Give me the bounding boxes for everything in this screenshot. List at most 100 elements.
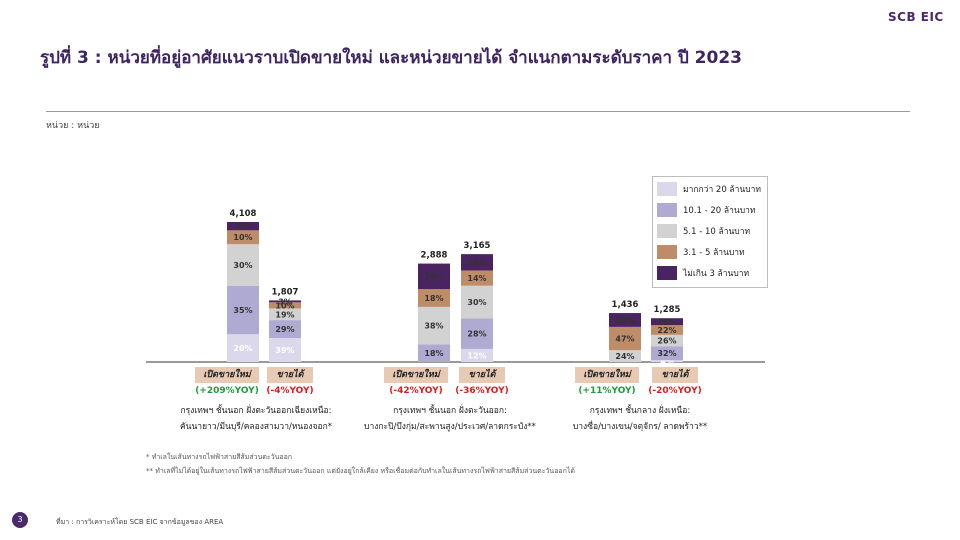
legend-swatch xyxy=(657,182,677,196)
segment-label: 35% xyxy=(233,306,252,315)
bar-segment xyxy=(269,337,301,362)
yoy-label: (-20%YOY) xyxy=(648,386,702,396)
bar-category-tag: เปิดขายใหม่ xyxy=(195,367,259,383)
legend-swatch xyxy=(657,245,677,259)
yoy-label: (+209%YOY) xyxy=(195,386,259,396)
group-label: กรุงเทพฯ ชั้นนอก ฝั่งตะวันออกเฉียงเหนือ:… xyxy=(161,403,351,435)
bar-segment xyxy=(418,306,450,345)
bar-segment xyxy=(651,318,683,326)
bar-segment xyxy=(227,244,259,286)
segment-label: 10% xyxy=(275,301,294,310)
bar-category-tag: เปิดขายใหม่ xyxy=(384,367,448,383)
bar-segment xyxy=(227,230,259,245)
bar-segment xyxy=(651,325,683,335)
group-label-line2: บางกะปิ/บึงกุ่ม/สะพานสูง/ประเวศ/ลาดกระบั… xyxy=(364,422,536,432)
legend-label: มากกว่า 20 ล้านบาท xyxy=(683,185,761,195)
bar-segment xyxy=(609,326,641,351)
segment-label: 29% xyxy=(275,325,294,334)
group-label-line2: บางซื่อ/บางเขน/จตุจักร/ ลาดพร้าว** xyxy=(572,422,708,432)
bar-segment xyxy=(609,313,641,327)
yoy-label: (+11%YOY) xyxy=(578,386,636,396)
bar-total-label: 2,888 xyxy=(421,251,448,261)
segment-label: 3% xyxy=(278,297,292,306)
group-label-line1: กรุงเทพฯ ชั้นนอก ฝั่งตะวันออกเฉียงเหนือ: xyxy=(180,406,332,416)
segment-label: 28% xyxy=(615,316,634,325)
segment-label: 20% xyxy=(233,344,252,353)
segment-label: 24% xyxy=(615,352,634,361)
legend-label: 10.1 - 20 ล้านบาท xyxy=(683,206,756,216)
bar-segment xyxy=(269,302,301,309)
bar-segment xyxy=(227,222,259,231)
bar-segment xyxy=(227,285,259,335)
segment-label: 30% xyxy=(233,261,252,270)
bar-segment xyxy=(651,334,683,347)
bar-segment xyxy=(461,254,493,271)
bar-segment xyxy=(461,348,493,362)
segment-label: 28% xyxy=(467,330,486,339)
segment-label: 18% xyxy=(424,294,443,303)
bar-segment xyxy=(269,300,301,303)
legend-label: 3.1 - 5 ล้านบาท xyxy=(683,248,745,258)
segment-label: 47% xyxy=(615,335,634,344)
bar-segment xyxy=(418,344,450,362)
chart-legend: มากกว่า 20 ล้านบาท 10.1 - 20 ล้านบาท 5.1… xyxy=(652,176,768,288)
bar-segment xyxy=(269,308,301,321)
yoy-label: (-36%YOY) xyxy=(455,386,509,396)
segment-label: 22% xyxy=(657,326,676,335)
bar-segment xyxy=(418,263,450,290)
segment-label: 26% xyxy=(657,337,676,346)
bar-category-tag: ขายได้ xyxy=(267,367,313,383)
page-title: รูปที่ 3 : หน่วยที่อยู่อาศัยแนวราบเปิดขา… xyxy=(40,48,742,68)
group-label-line2: คันนายาว/มีนบุรี/คลองสามวา/หนองจอก* xyxy=(180,422,332,432)
segment-label: 26% xyxy=(424,272,443,281)
bar-segment xyxy=(461,285,493,319)
segment-label: 39% xyxy=(275,346,294,355)
bar-category-tag: ขายได้ xyxy=(652,367,698,383)
bar-segment xyxy=(418,289,450,307)
segment-label: 14% xyxy=(467,274,486,283)
bar-segment xyxy=(651,360,683,362)
title-divider xyxy=(46,111,910,112)
group-label-line1: กรุงเทพฯ ชั้นกลาง ฝั่งเหนือ: xyxy=(589,406,691,416)
bar-category-tag: ขายได้ xyxy=(459,367,505,383)
legend-item: มากกว่า 20 ล้านบาท xyxy=(657,181,761,197)
segment-label: 6% xyxy=(236,222,250,231)
bar-segment xyxy=(609,350,641,362)
segment-label: 30% xyxy=(467,298,486,307)
segment-label: 32% xyxy=(657,349,676,358)
group-label: กรุงเทพฯ ชั้นกลาง ฝั่งเหนือ: บางซื่อ/บางเ… xyxy=(545,403,735,435)
bar-segment xyxy=(651,346,683,361)
bar-segment xyxy=(461,270,493,286)
group-label: กรุงเทพฯ ชั้นนอก ฝั่งตะวันออก: บางกะปิ/บึ… xyxy=(355,403,545,435)
segment-label: 12% xyxy=(467,351,486,360)
legend-item: ไม่เกิน 3 ล้านบาท xyxy=(657,265,749,281)
source-note: ที่มา : การวิเคราะห์โดย SCB EIC จากข้อมู… xyxy=(56,518,224,526)
legend-item: 5.1 - 10 ล้านบาท xyxy=(657,223,750,239)
bar-total-label: 1,285 xyxy=(654,305,681,315)
segment-label: 18% xyxy=(424,349,443,358)
legend-swatch xyxy=(657,203,677,217)
yoy-label: (-4%YOY) xyxy=(266,386,314,396)
bar-total-label: 3,165 xyxy=(464,241,491,251)
footnote-1: * ทำเลในเส้นทางรถไฟฟ้าสายสีส้มส่วนตะวันอ… xyxy=(146,453,293,461)
bar-total-label: 4,108 xyxy=(230,209,257,219)
bar-category-tag: เปิดขายใหม่ xyxy=(575,367,639,383)
segment-label: 15% xyxy=(467,258,486,267)
bar-segment xyxy=(269,320,301,338)
page-number: 3 xyxy=(12,512,28,528)
bar-total-label: 1,436 xyxy=(612,300,639,310)
legend-item: 10.1 - 20 ล้านบาท xyxy=(657,202,755,218)
segment-label: 19% xyxy=(275,310,294,319)
bar-total-label: 1,807 xyxy=(272,287,299,297)
segment-label: 10% xyxy=(233,233,252,242)
segment-label: 4% xyxy=(660,357,674,366)
bar-segment xyxy=(461,318,493,349)
group-label-line1: กรุงเทพฯ ชั้นนอก ฝั่งตะวันออก: xyxy=(393,406,507,416)
bar-segment xyxy=(227,334,259,362)
footnote-2: ** ทำเลที่ไม่ได้อยู่ในเส้นทางรถไฟฟ้าสายส… xyxy=(146,467,575,475)
segment-label: 38% xyxy=(424,322,443,331)
legend-label: 5.1 - 10 ล้านบาท xyxy=(683,227,751,237)
legend-swatch xyxy=(657,224,677,238)
scb-eic-logo: SCB EIC xyxy=(888,10,944,24)
yoy-label: (-42%YOY) xyxy=(389,386,443,396)
